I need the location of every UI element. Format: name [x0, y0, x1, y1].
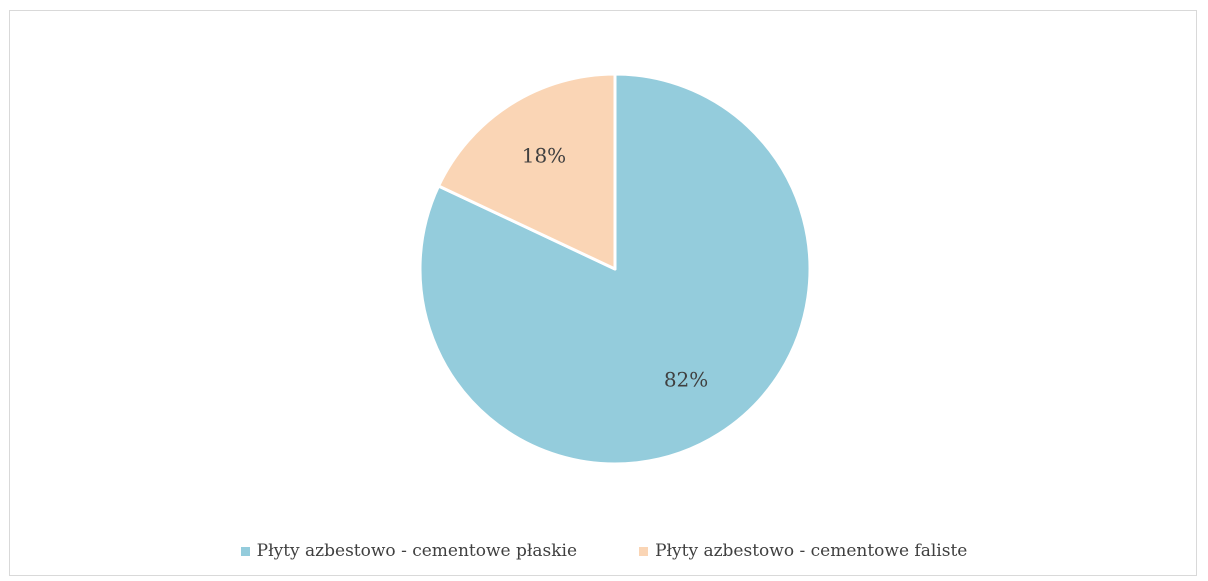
legend-label-faliste: Płyty azbestowo - cementowe faliste: [655, 541, 968, 561]
pie-data-labels: 82% 18%: [522, 144, 709, 392]
legend: Płyty azbestowo - cementowe płaskie Płyt…: [10, 541, 1198, 561]
legend-swatch-plaskie: [240, 546, 250, 556]
data-label-plaskie: 82%: [664, 367, 708, 391]
legend-swatch-faliste: [639, 546, 649, 556]
legend-item-faliste: Płyty azbestowo - cementowe faliste: [639, 541, 967, 561]
pie-slices: [418, 72, 812, 466]
pie-chart: 82% 18%: [418, 72, 812, 466]
legend-label-plaskie: Płyty azbestowo - cementowe płaskie: [256, 541, 578, 561]
legend-item-plaskie: Płyty azbestowo - cementowe płaskie: [240, 541, 578, 561]
data-label-faliste: 18%: [522, 144, 566, 168]
chart-area: 82% 18% Płyty azbestowo - cementowe płask…: [9, 10, 1197, 576]
pie-slice-faliste: [437, 72, 617, 271]
